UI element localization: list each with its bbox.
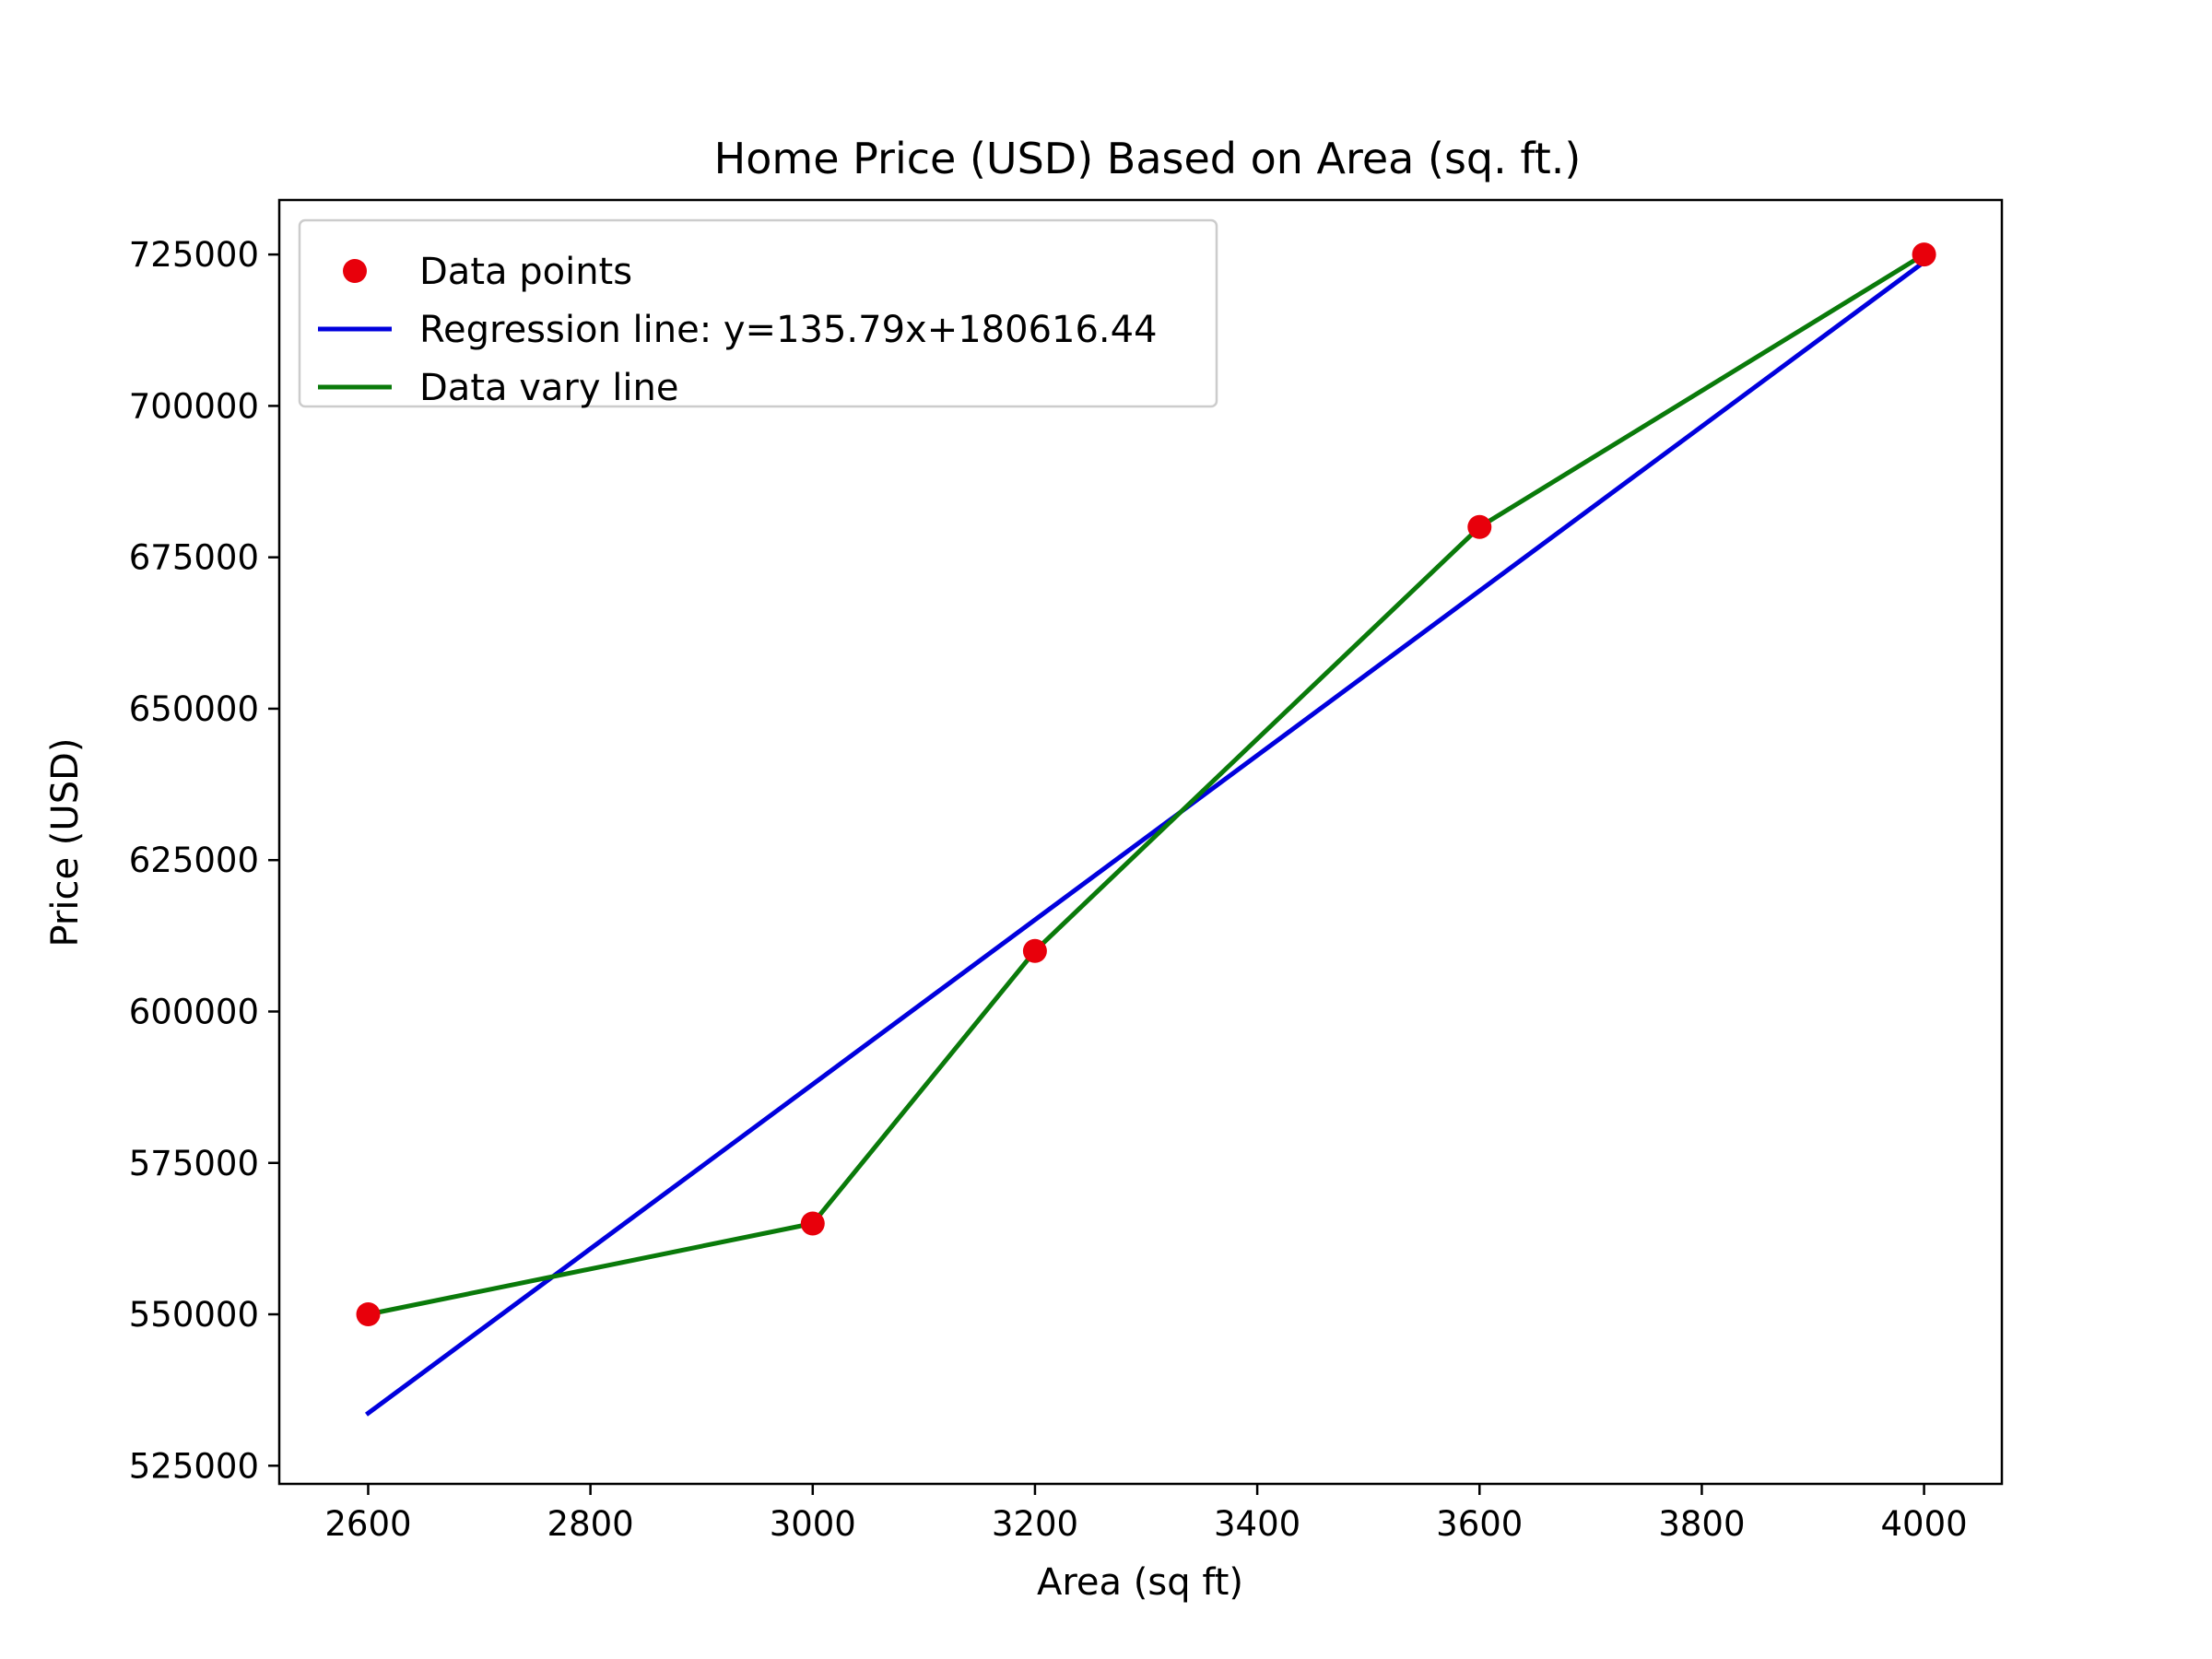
legend-marker-scatter: [343, 259, 367, 283]
y-tick-label: 525000: [129, 1446, 259, 1486]
axis-ticks: 2600 2800 3000 3200 3400 3600 3800 4000 525000 55…: [129, 235, 1968, 1544]
data-point-0: [356, 1302, 381, 1326]
x-tick-label: 3800: [1658, 1504, 1745, 1544]
legend: Data points Regression line: y=135.79x+18…: [298, 218, 1218, 409]
y-tick-label: 650000: [129, 689, 259, 729]
x-tick-label: 3200: [992, 1504, 1078, 1544]
legend-label: Regression line: y=135.79x+180616.44: [419, 309, 1158, 351]
plot-area: [356, 242, 1936, 1417]
y-tick-label: 575000: [129, 1144, 259, 1183]
data-point-1: [800, 1211, 825, 1236]
y-axis-title: Price (USD): [44, 738, 87, 947]
data-point-2: [1022, 938, 1047, 963]
y-tick-label: 700000: [129, 386, 259, 426]
chart-title: Home Price (USD) Based on Area (sq. ft.): [714, 134, 1582, 183]
series-line-0: [365, 258, 1928, 1417]
y-tick-label: 725000: [129, 235, 259, 275]
x-tick-label: 2800: [547, 1504, 634, 1544]
legend-label: Data points: [419, 251, 632, 293]
y-tick-label: 550000: [129, 1295, 259, 1335]
x-tick-label: 3400: [1214, 1504, 1300, 1544]
y-tick-label: 600000: [129, 992, 259, 1031]
legend-box: [298, 218, 1218, 408]
y-tick-label: 675000: [129, 538, 259, 578]
x-tick-label: 3600: [1436, 1504, 1523, 1544]
x-tick-label: 3000: [770, 1504, 856, 1544]
legend-label: Data vary line: [419, 367, 678, 409]
y-tick-label: 625000: [129, 841, 259, 880]
x-axis-title: Area (sq ft): [1037, 1561, 1243, 1604]
x-tick-label: 4000: [1881, 1504, 1968, 1544]
data-point-4: [1912, 242, 1936, 267]
axes-frame: [277, 198, 2004, 1486]
data-point-3: [1467, 514, 1492, 539]
x-tick-label: 2600: [324, 1504, 411, 1544]
